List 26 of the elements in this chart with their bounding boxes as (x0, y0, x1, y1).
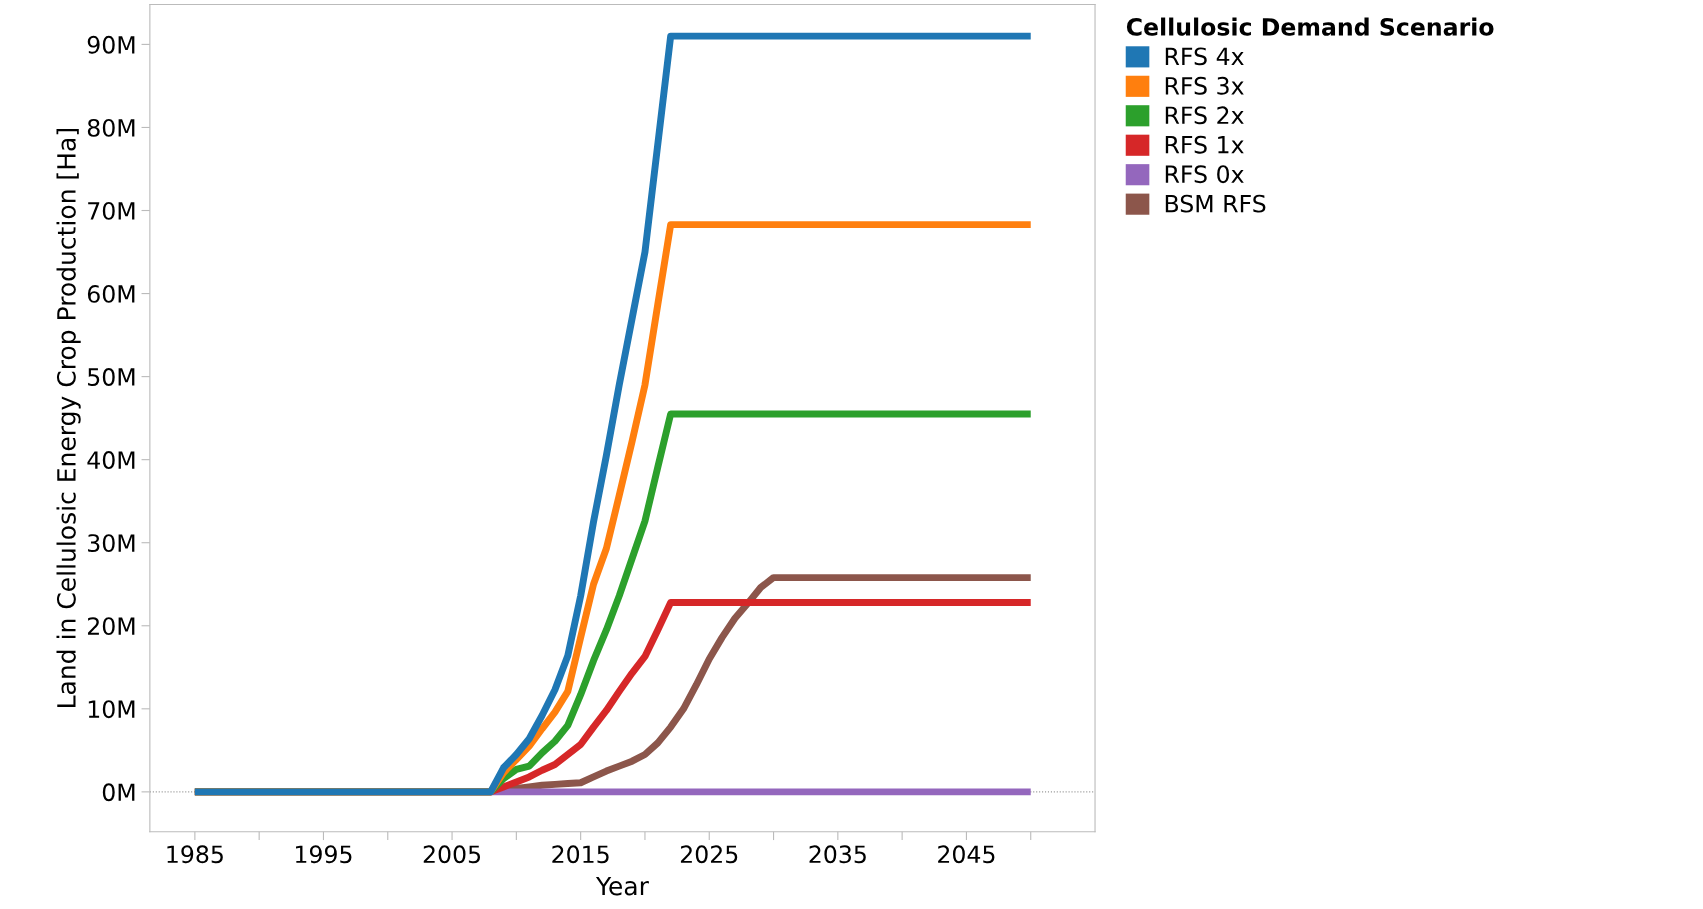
y-tick-label: 60M (87, 285, 135, 303)
x-tick-label: 1985 (167, 845, 223, 864)
y-axis-title: Land in Cellulosic Energy Crop Production [Ha] (56, 129, 81, 707)
legend-label: RFS 3x (1165, 76, 1244, 95)
x-tick-label: 1995 (296, 845, 352, 864)
y-tick-label: 0M (102, 783, 135, 802)
y-tick-label: 90M (87, 35, 135, 54)
legend-label: RFS 1x (1165, 135, 1244, 154)
legend-label: RFS 2x (1165, 106, 1244, 125)
legend-label: RFS 0x (1165, 165, 1244, 184)
legend-label: BSM RFS (1165, 194, 1266, 213)
y-tick-label: 20M (87, 617, 135, 636)
x-tick-label: 2015 (552, 845, 609, 864)
y-tick-label: 10M (88, 700, 135, 719)
legend-title: Cellulosic Demand Scenario (1126, 17, 1494, 36)
x-tick-label: 2005 (423, 845, 481, 864)
y-tick-label: 80M (87, 118, 135, 137)
legend-label: RFS 4x (1165, 47, 1244, 66)
y-tick-label: 50M (88, 368, 135, 386)
x-tick-label: 2045 (938, 845, 995, 864)
y-tick-label: 40M (87, 451, 135, 469)
y-tick-label: 70M (88, 201, 135, 220)
y-tick-label: 30M (88, 534, 135, 553)
x-tick-label: 2035 (809, 845, 866, 864)
x-axis-title: Year (595, 876, 649, 896)
x-tick-label: 2025 (680, 845, 738, 864)
